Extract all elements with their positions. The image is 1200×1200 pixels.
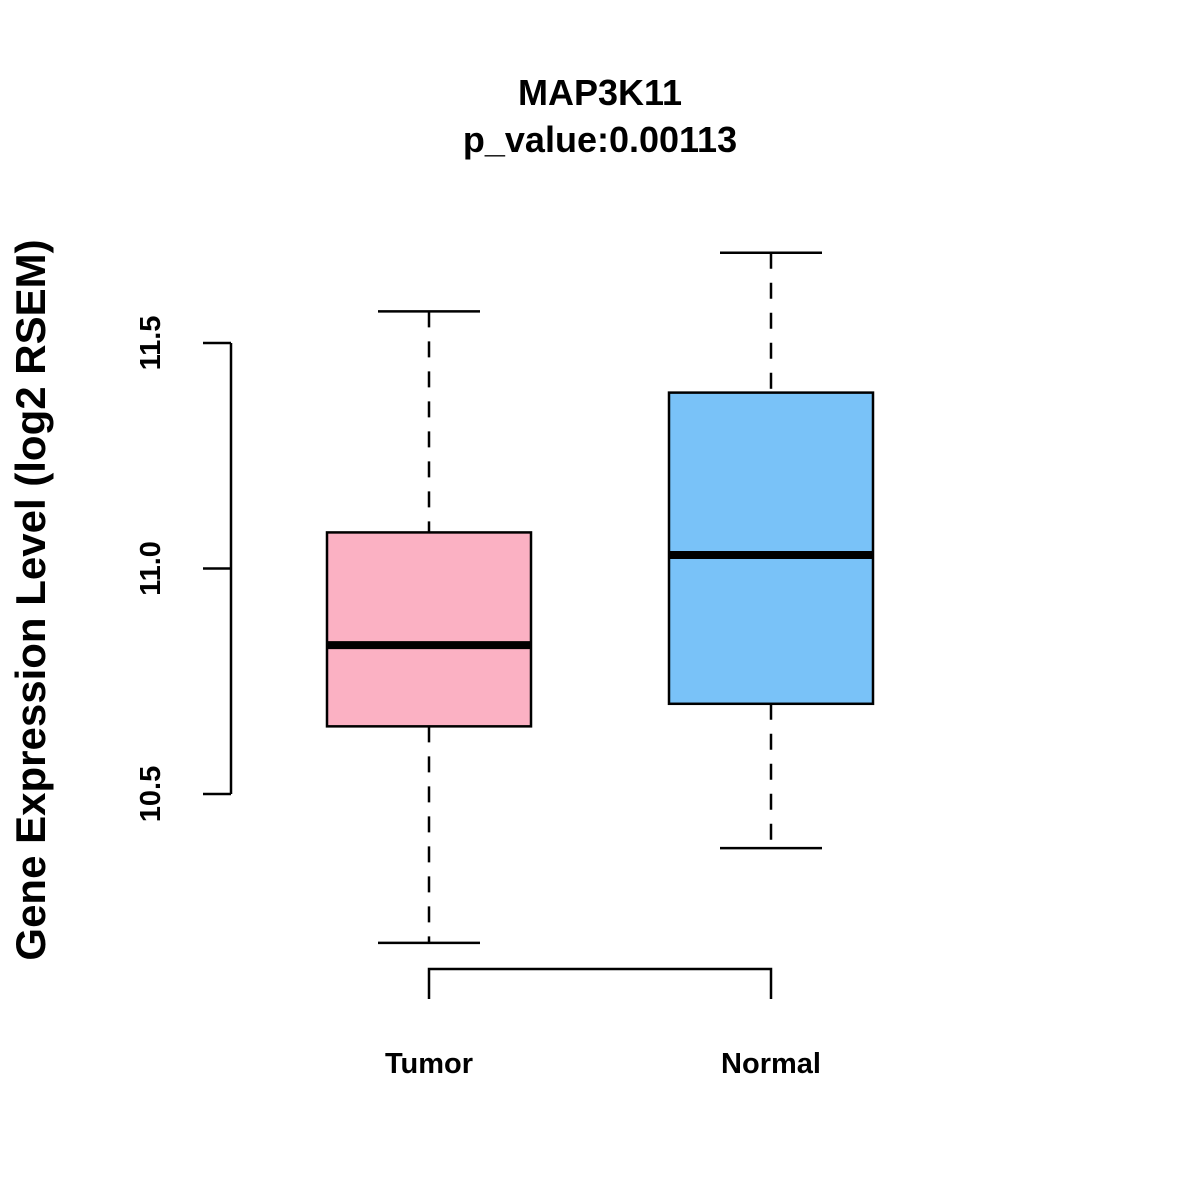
comparison-bracket bbox=[427, 967, 773, 999]
chart-subtitle: p_value:0.00113 bbox=[463, 119, 737, 160]
boxes-group bbox=[325, 251, 875, 945]
y-tick-label-2: 11.5 bbox=[135, 316, 167, 371]
y-axis-title: Gene Expression Level (log2 RSEM) bbox=[7, 239, 54, 960]
iqr-box bbox=[325, 531, 533, 728]
iqr-box bbox=[667, 391, 875, 706]
box-normal bbox=[667, 251, 875, 850]
y-tick-label-0: 10.5 bbox=[135, 766, 167, 822]
category-labels: Tumor Normal bbox=[385, 1048, 821, 1080]
box-tumor bbox=[325, 310, 533, 945]
y-tick-label-1: 11.0 bbox=[135, 541, 167, 596]
x-label-tumor: Tumor bbox=[385, 1048, 473, 1080]
chart-title: MAP3K11 bbox=[518, 72, 682, 113]
x-label-normal: Normal bbox=[721, 1048, 821, 1080]
bracket-line bbox=[427, 967, 773, 999]
y-axis: 10.5 11.0 11.5 bbox=[135, 316, 233, 822]
